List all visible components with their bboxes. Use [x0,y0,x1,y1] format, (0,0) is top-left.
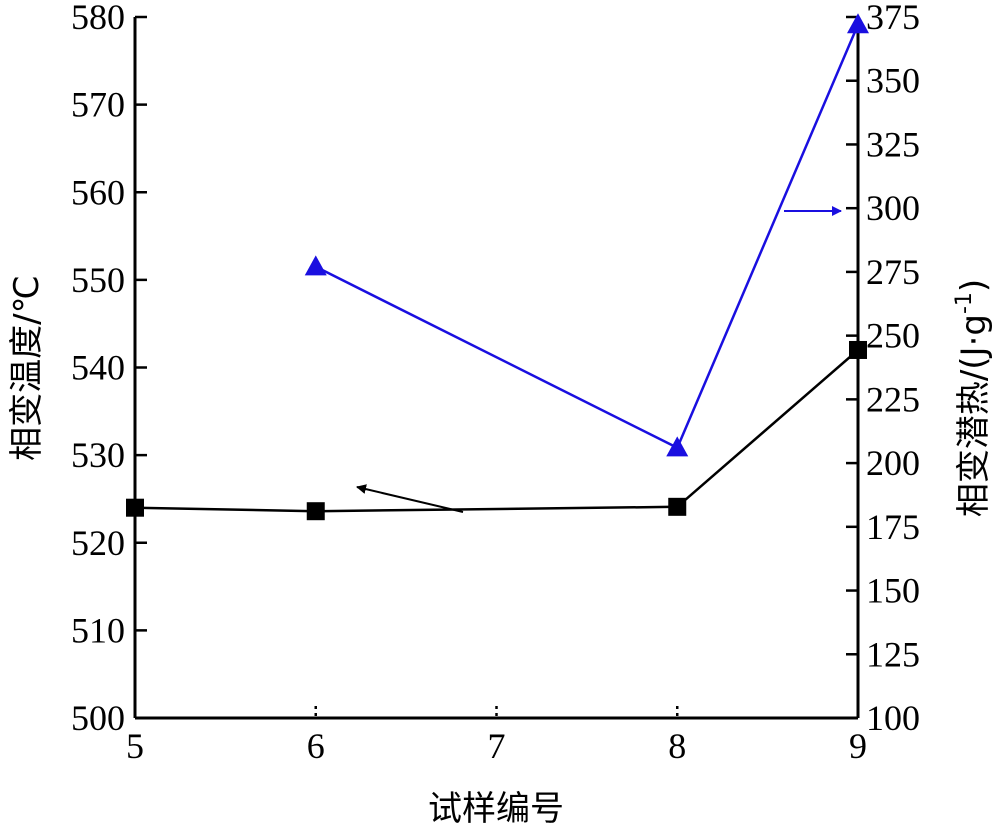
series-right-point [666,436,689,457]
right-tick-label: 350 [866,61,920,101]
right-axis-ticks: 100 125 150 175 200 225 250 275 300 325 350 375 [846,0,920,738]
right-tick-label: 150 [866,571,920,611]
right-tick-label: 300 [866,188,920,228]
x-tick-label: 8 [668,726,686,766]
x-tick-label: 6 [307,726,325,766]
left-axis-ticks: 500 510 520 530 540 550 560 570 580 [71,0,147,738]
right-axis-title: 相变潜热/(J·g-1) [952,279,994,517]
x-tick-label: 7 [488,726,506,766]
series-layer [126,13,869,521]
right-tick-label: 175 [866,507,920,547]
left-tick-label: 500 [71,698,125,738]
series-right-point [847,13,869,34]
right-axis-title-close: ) [954,279,994,292]
left-tick-label: 580 [71,0,125,37]
series-left-point [126,498,144,517]
left-tick-label: 510 [71,610,125,650]
right-tick-label: 250 [866,316,920,356]
left-tick-label: 560 [71,172,125,212]
x-axis-ticks: 5 6 7 8 9 [126,706,867,766]
right-tick-label: 275 [866,252,920,292]
x-tick-label: 5 [126,726,144,766]
right-axis-title-main: 相变潜热/(J·g [954,314,994,517]
left-tick-label: 540 [71,348,125,388]
x-axis-title: 试样编号 [428,789,564,829]
left-tick-label: 530 [71,435,125,475]
right-tick-label: 225 [866,379,920,419]
series-left-line [134,349,859,513]
series-right-point [304,255,327,276]
series-right-line [315,24,860,450]
right-tick-label: 375 [866,0,920,37]
left-tick-label: 550 [71,260,125,300]
left-series-arrow [356,484,464,513]
right-tick-label: 200 [866,443,920,483]
left-tick-label: 520 [71,523,125,563]
series-left-point [306,502,325,521]
series-left-point [668,497,687,516]
series-left-point [849,340,867,359]
right-tick-label: 325 [866,124,920,164]
x-tick-label: 9 [849,726,867,766]
right-tick-label: 125 [866,634,920,674]
right-axis-title-superscript: -1 [952,292,977,314]
right-tick-label: 100 [866,698,920,738]
left-axis-title: 相变温度/℃ [7,275,47,461]
left-tick-label: 570 [71,85,125,125]
axes [133,17,860,720]
